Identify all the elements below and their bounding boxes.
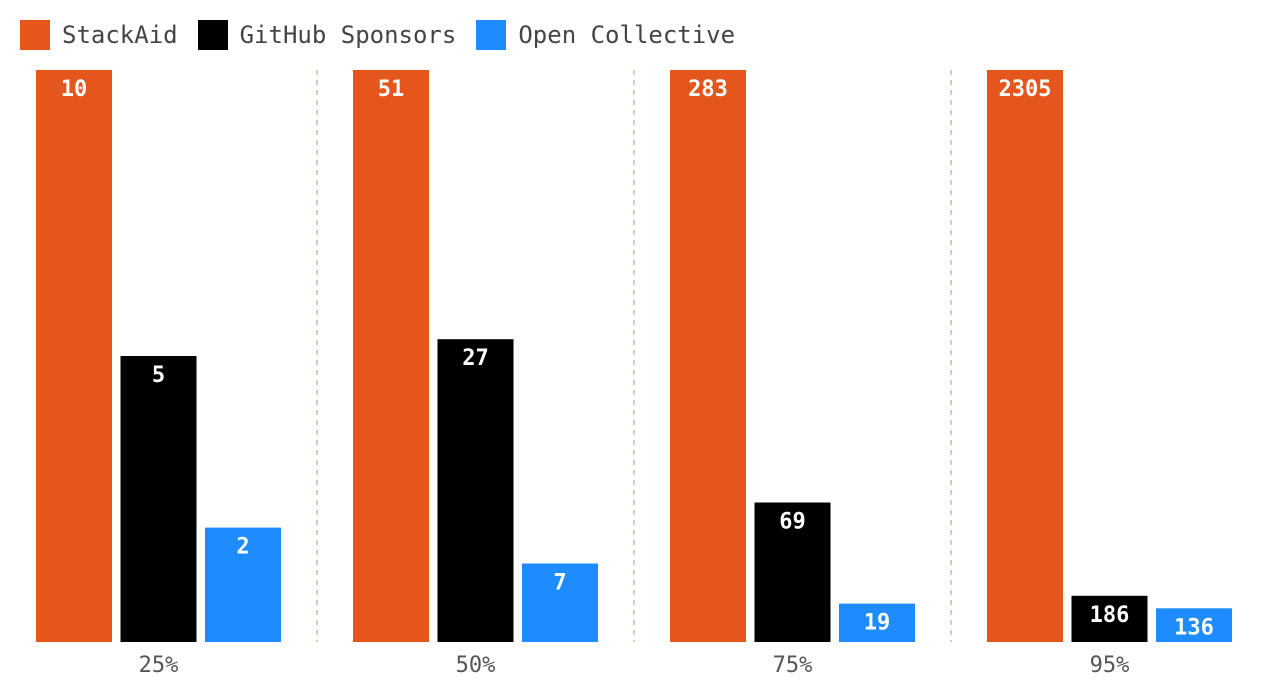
data-label: 10: [61, 77, 88, 102]
data-label: 69: [779, 510, 806, 535]
legend-label-github-sponsors: GitHub Sponsors: [239, 21, 457, 49]
bar-stackaid-75pct[interactable]: [670, 70, 746, 642]
bar-github-sponsors-95pct[interactable]: [1071, 595, 1148, 642]
bar-open-collective-50pct[interactable]: [522, 563, 598, 643]
bar-open-collective-75pct[interactable]: [839, 603, 915, 642]
legend: StackAid GitHub Sponsors Open Collective: [20, 20, 755, 50]
data-label: 7: [553, 571, 566, 596]
bar-github-sponsors-75pct[interactable]: [754, 502, 831, 643]
data-label: 2: [236, 535, 249, 560]
x-tick-label: 25%: [139, 653, 179, 678]
x-tick-label: 95%: [1090, 653, 1130, 678]
legend-swatch-github-sponsors: [197, 20, 228, 50]
x-tick-label: 75%: [773, 653, 813, 678]
bar-stackaid-25pct[interactable]: [36, 70, 112, 642]
bar-open-collective-95pct[interactable]: [1156, 608, 1232, 642]
data-label: 186: [1090, 603, 1130, 628]
bar-stackaid-95pct[interactable]: [987, 70, 1063, 642]
legend-swatch-open-collective: [476, 20, 507, 50]
data-label: 51: [378, 77, 405, 102]
data-label: 27: [462, 346, 489, 371]
bar-github-sponsors-25pct[interactable]: [120, 356, 197, 642]
legend-item-open-collective[interactable]: Open Collective: [476, 20, 735, 50]
data-label: 283: [688, 77, 728, 102]
data-label: 19: [864, 611, 891, 636]
data-label: 2305: [999, 77, 1052, 102]
legend-item-stackaid[interactable]: StackAid: [20, 20, 178, 50]
data-label: 5: [152, 363, 165, 388]
bar-github-sponsors-50pct[interactable]: [437, 339, 514, 642]
bar-stackaid-50pct[interactable]: [353, 70, 429, 642]
data-label: 136: [1174, 615, 1214, 640]
legend-item-github-sponsors[interactable]: GitHub Sponsors: [197, 20, 457, 50]
legend-label-open-collective: Open Collective: [518, 21, 736, 49]
x-tick-label: 50%: [456, 653, 496, 678]
bar-open-collective-25pct[interactable]: [205, 527, 281, 642]
legend-label-stackaid: StackAid: [62, 21, 178, 49]
legend-swatch-stackaid: [20, 20, 50, 50]
